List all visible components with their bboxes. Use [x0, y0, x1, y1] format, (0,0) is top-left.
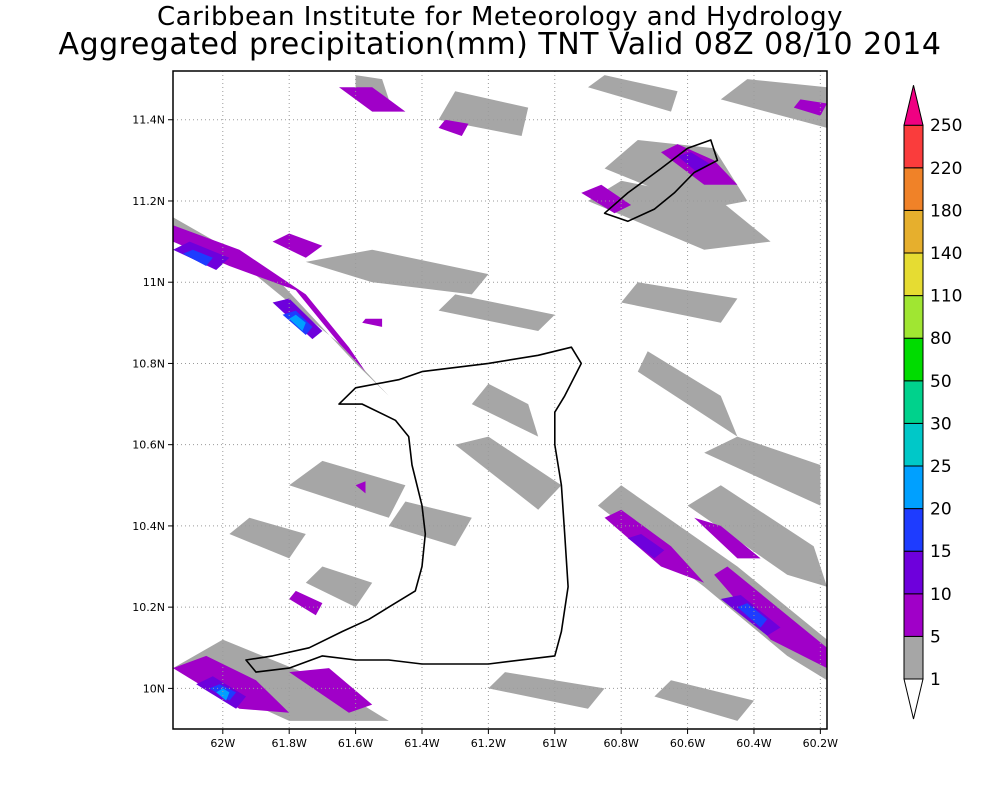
colorbar-label-10: 10 — [930, 585, 952, 605]
colorbar-label-30: 30 — [930, 414, 952, 434]
x-tick-label: 61.2W — [471, 737, 506, 750]
trinidad-coastline — [245, 346, 583, 673]
x-tick-label: 61.8W — [272, 737, 307, 750]
colorbar-segment-80 — [903, 295, 924, 339]
precip-area-1mm — [471, 383, 539, 437]
colorbar-label-80: 80 — [930, 329, 952, 349]
colorbar-segment-110 — [903, 252, 924, 297]
precip-area-1mm — [588, 75, 678, 112]
precip-area-1mm — [229, 517, 306, 559]
x-tick-label: 61.6W — [338, 737, 373, 750]
colorbar-label-5: 5 — [930, 627, 941, 647]
precip-area-5mm — [438, 119, 469, 136]
precip-area-1mm — [305, 566, 373, 608]
colorbar-segment-5 — [903, 593, 924, 637]
colorbar-segment-25 — [903, 422, 924, 467]
precip-area-5mm — [581, 184, 632, 214]
colorbar-segment-180 — [903, 167, 924, 211]
precip-area-5mm — [793, 99, 827, 116]
y-tick-label: 10.6N — [132, 439, 165, 452]
y-tick-label: 11N — [143, 276, 165, 289]
precip-area-5mm — [694, 517, 761, 559]
precip-area-1mm — [621, 282, 738, 323]
precip-area-15mm — [183, 249, 213, 266]
precip-area-1mm — [637, 351, 738, 437]
axis-ticks: 62W 61.8W 61.6W 61.4W 61.2W 61W 60.8W 60.6W 60.4… — [132, 114, 838, 750]
x-tick-label: 61.4W — [404, 737, 439, 750]
precip-area-1mm — [704, 436, 821, 506]
colorbar-over-triangle — [903, 85, 924, 126]
colorbar-label-250: 250 — [930, 116, 962, 136]
grid-lines — [173, 71, 827, 729]
colorbar-label-180: 180 — [930, 201, 962, 221]
precip-area-1mm — [720, 79, 827, 128]
precip-area-5mm — [289, 668, 373, 713]
x-tick-label: 60.6W — [670, 737, 705, 750]
colorbar-segment-140 — [903, 209, 924, 254]
precip-area-5mm — [173, 655, 290, 713]
colorbar-segment-30 — [903, 380, 924, 424]
precip-area-20mm — [216, 688, 230, 701]
colorbar-segment-220 — [903, 124, 924, 169]
colorbar-segment-1 — [903, 635, 924, 680]
y-tick-label: 10.4N — [132, 520, 165, 533]
precip-area-1mm — [604, 140, 748, 210]
precip-area-1mm — [588, 180, 771, 250]
y-tick-label: 10.2N — [132, 601, 165, 614]
y-tick-label: 11.2N — [132, 195, 165, 208]
y-tick-label: 10.8N — [132, 357, 165, 370]
tobago-coastline — [603, 139, 719, 223]
precip-area-5mm — [362, 318, 383, 327]
colorbar-segment-10 — [903, 550, 924, 595]
precip-area-5mm — [289, 590, 323, 616]
precip-area-15mm — [737, 603, 768, 628]
title-line-1: Caribbean Institute for Meteorology and … — [157, 2, 843, 32]
colorbar-segment-50 — [903, 337, 924, 382]
x-tick-label: 60.8W — [603, 737, 638, 750]
colorbar-segment-15 — [903, 508, 924, 552]
colorbar-under-triangle — [903, 678, 924, 720]
precip-area-1mm — [488, 672, 605, 709]
precip-area-1mm — [388, 501, 472, 547]
precip-area-5mm — [272, 233, 323, 258]
precip-area-5mm — [714, 566, 827, 669]
coastline-layer — [245, 139, 719, 673]
title-line-2: Aggregated precipitation(mm) TNT Valid 0… — [58, 27, 942, 62]
y-tick-label: 11.4N — [132, 114, 165, 127]
map-frame — [172, 70, 828, 730]
precip-area-10mm — [627, 534, 665, 559]
precip-area-1mm — [654, 680, 754, 721]
precip-area-1mm — [455, 436, 562, 510]
x-tick-label: 61W — [542, 737, 567, 750]
precip-area-5mm — [355, 481, 366, 494]
colorbar-segment-20 — [903, 465, 924, 510]
precipitation-layer — [173, 75, 827, 721]
precip-area-20mm — [289, 314, 306, 331]
x-tick-label: 60.4W — [736, 737, 771, 750]
x-tick-label: 60.2W — [803, 737, 838, 750]
colorbar-label-15: 15 — [930, 542, 952, 562]
precip-area-1mm — [305, 249, 489, 295]
colorbar-label-50: 50 — [930, 372, 952, 392]
colorbar-label-140: 140 — [930, 244, 962, 264]
colorbar-label-110: 110 — [930, 287, 962, 307]
precip-area-1mm — [687, 485, 827, 587]
colorbar-label-20: 20 — [930, 500, 952, 520]
y-tick-label: 10N — [143, 682, 165, 695]
x-tick-label: 62W — [210, 737, 235, 750]
precip-area-5mm — [339, 87, 406, 112]
precip-area-1mm — [438, 294, 555, 331]
precip-area-1mm — [289, 460, 406, 518]
colorbar-label-1: 1 — [930, 670, 941, 690]
precip-area-1mm — [438, 91, 529, 136]
colorbar-label-25: 25 — [930, 457, 952, 477]
colorbar-label-220: 220 — [930, 159, 962, 179]
